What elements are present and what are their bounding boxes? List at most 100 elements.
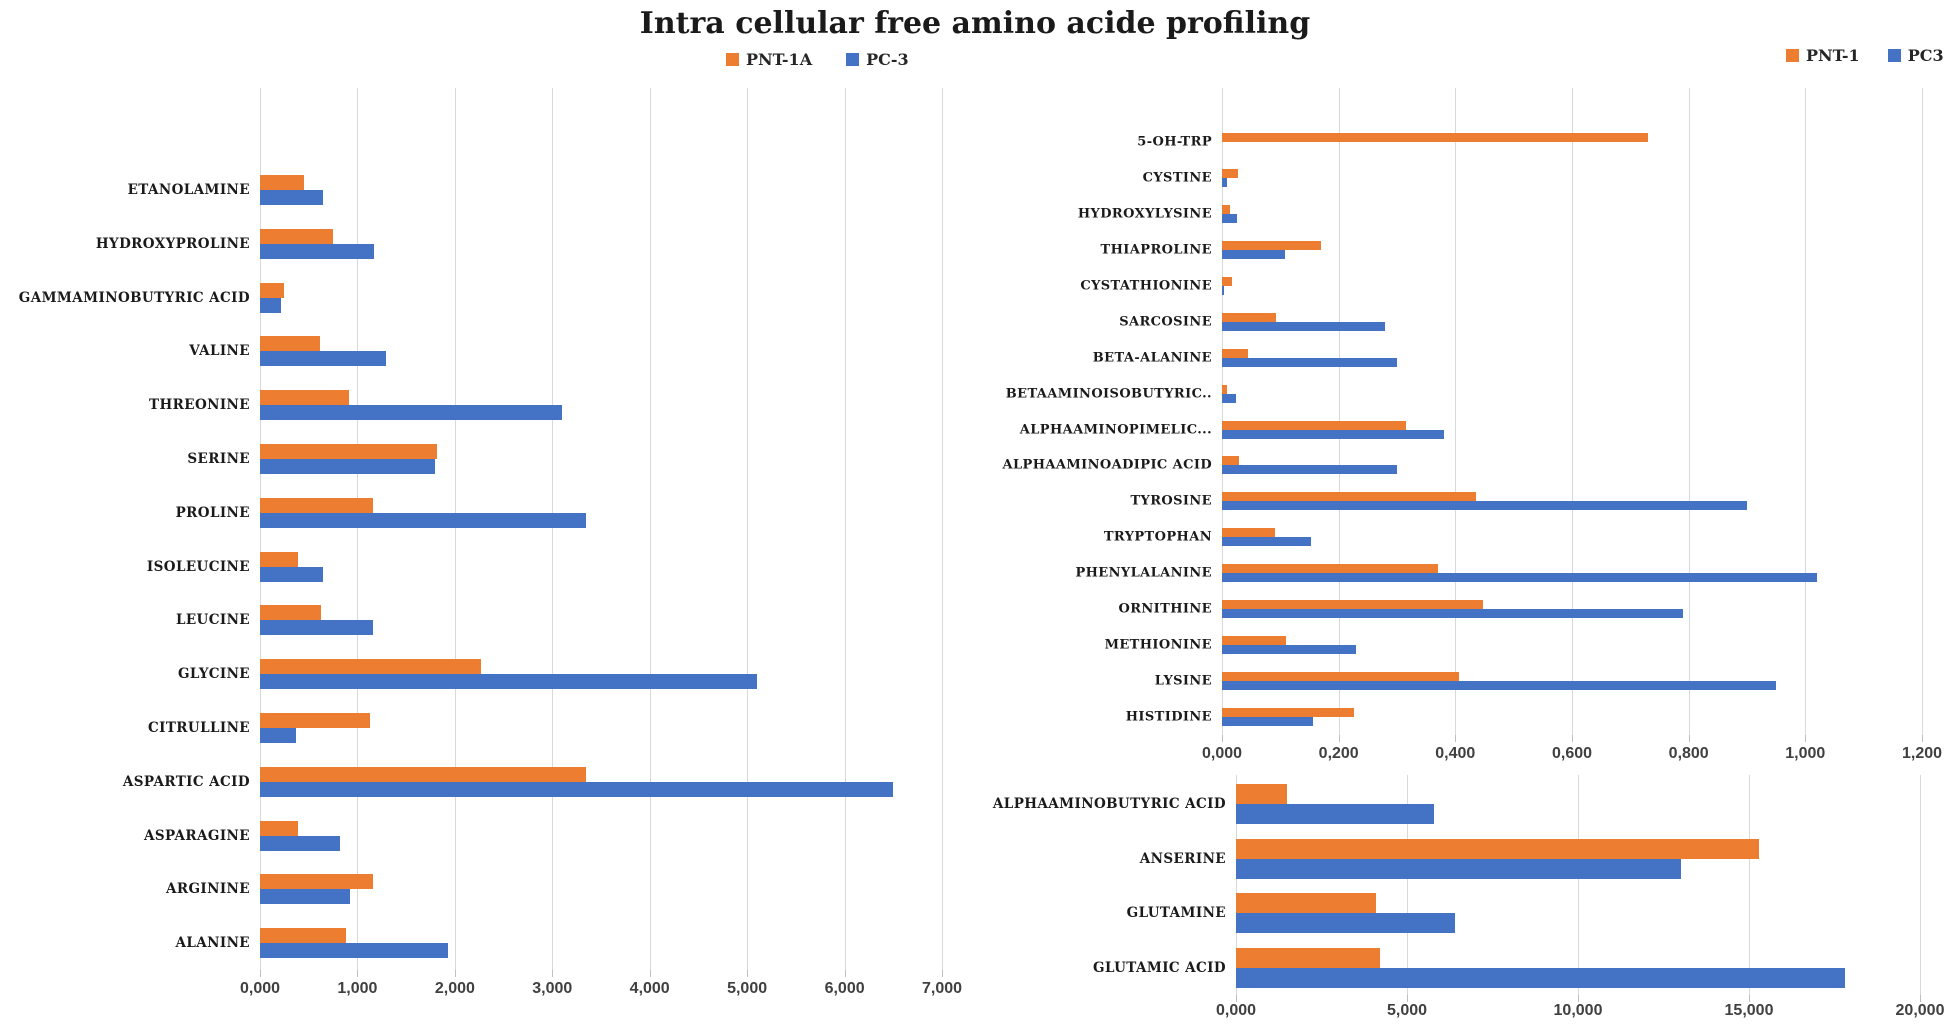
bar-pnt-1 (1222, 348, 1249, 358)
bar-pnt-1a (260, 712, 371, 728)
bar-pnt-1 (1236, 947, 1380, 968)
category-label: HYDROXYPROLINE (95, 235, 250, 252)
bar-pnt-1 (1222, 456, 1239, 466)
bar-pc-3 (260, 620, 373, 636)
x-axis-tick-label: 5,000 (727, 980, 768, 997)
legend-left: PNT-1A PC-3 (726, 50, 909, 69)
axis-tick (1922, 735, 1923, 742)
bar-pnt-1a (260, 874, 373, 890)
legend-swatch-pnt1a (726, 53, 739, 66)
category-label: BETAAMINOISOBUTYRIC.. (1005, 386, 1212, 402)
bar-pc3 (1222, 285, 1224, 295)
category-label: ETANOLAMINE (127, 181, 250, 198)
legend-swatch-pnt1 (1786, 49, 1799, 62)
bar-pnt-1a (260, 336, 321, 352)
x-axis-tick-label: 7,000 (921, 980, 963, 997)
category-label: CYSTINE (1142, 170, 1212, 186)
axis-tick (844, 970, 846, 977)
bar-pnt-1 (1222, 168, 1238, 178)
legend-label-pnt1: PNT-1 (1806, 46, 1860, 65)
bar-pnt-1a (260, 551, 298, 567)
axis-tick (1578, 995, 1579, 1002)
legend-swatch-pc3-left (846, 53, 860, 66)
legend-item-pnt1: PNT-1 (1786, 46, 1860, 65)
legend-item-pc3-right: PC3 (1887, 46, 1944, 65)
gridline (1578, 775, 1579, 995)
bar-pnt-1 (1222, 312, 1277, 322)
category-label: ANSERINE (1139, 850, 1226, 867)
bar-pc3 (1222, 609, 1683, 619)
bar-pc3 (1236, 804, 1435, 825)
category-label: TYROSINE (1130, 493, 1212, 509)
category-label: ALANINE (175, 935, 250, 952)
axis-tick (942, 970, 943, 977)
axis-tick (1236, 995, 1237, 1002)
bar-pnt-1a (260, 174, 304, 190)
bar-pc3 (1222, 321, 1386, 331)
category-label: CYSTATHIONINE (1080, 278, 1212, 294)
gridline (1222, 88, 1223, 735)
axis-tick (1407, 995, 1408, 1002)
category-label: METHIONINE (1104, 637, 1212, 653)
axis-tick (1455, 735, 1457, 742)
bar-pc-3 (260, 889, 351, 905)
bar-pc-3 (260, 512, 587, 528)
bar-pc3 (1222, 249, 1285, 259)
x-axis-tick-label: 4,000 (629, 980, 670, 997)
category-label: ISOLEUCINE (146, 558, 250, 575)
bar-pnt-1 (1222, 420, 1406, 430)
bar-pc-3 (260, 943, 448, 959)
bar-pnt-1a (260, 659, 482, 675)
legend-label-pnt1a: PNT-1A (746, 50, 813, 69)
bar-pnt-1 (1236, 784, 1288, 805)
gridline (649, 88, 651, 970)
gridline (1922, 88, 1923, 735)
category-label: GLUTAMINE (1126, 905, 1226, 922)
bar-pnt-1a (260, 390, 349, 406)
category-label: TRYPTOPHAN (1103, 529, 1212, 545)
bar-pc3 (1236, 967, 1845, 988)
gridline (1338, 88, 1340, 735)
category-label: HISTIDINE (1125, 709, 1212, 725)
category-label: THREONINE (149, 397, 250, 414)
category-label: ALPHAAMINOADIPIC ACID (1002, 457, 1212, 473)
axis-tick (1572, 735, 1573, 742)
bar-pnt-1a (260, 443, 438, 459)
bar-pnt-1a (260, 820, 298, 836)
axis-tick (552, 970, 554, 977)
bar-pnt-1 (1222, 133, 1648, 142)
gridline (747, 88, 749, 970)
axis-tick (649, 970, 651, 977)
x-axis-tick-label: 0,400 (1435, 745, 1476, 762)
legend-swatch-pc3-right (1887, 49, 1901, 62)
bar-pc3 (1222, 213, 1237, 223)
category-label: ORNITHINE (1118, 601, 1212, 617)
bar-pc-3 (260, 458, 436, 474)
chart-title: Intra cellular free amino acide profilin… (639, 6, 1311, 41)
bar-pc3 (1222, 717, 1313, 726)
gridline (1455, 88, 1457, 735)
bar-pnt-1 (1222, 240, 1322, 250)
axis-tick (747, 970, 749, 977)
gridline (1407, 775, 1408, 995)
bar-pnt-1 (1236, 838, 1760, 859)
gridline (1236, 775, 1237, 995)
bar-pnt-1 (1222, 276, 1232, 286)
axis-tick (1920, 995, 1921, 1002)
axis-tick (1805, 735, 1807, 742)
x-axis-tick-label: 1,000 (337, 980, 378, 997)
gridline (1572, 88, 1573, 735)
category-label: LYSINE (1154, 673, 1212, 689)
x-axis-tick-label: 2,000 (434, 980, 475, 997)
bar-pnt-1a (260, 282, 284, 298)
x-axis-tick-label: 20,000 (1895, 1002, 1945, 1019)
category-label: SARCOSINE (1119, 314, 1212, 330)
gridline (844, 88, 846, 970)
x-axis-tick-label: 0,200 (1318, 745, 1359, 762)
x-axis-tick-label: 0,600 (1551, 745, 1593, 762)
x-axis-tick-label: 0,000 (1215, 1002, 1257, 1019)
category-label: GLYCINE (177, 666, 250, 683)
bar-pnt-1a (260, 928, 346, 944)
axis-tick (454, 970, 456, 977)
gridline (1805, 88, 1807, 735)
